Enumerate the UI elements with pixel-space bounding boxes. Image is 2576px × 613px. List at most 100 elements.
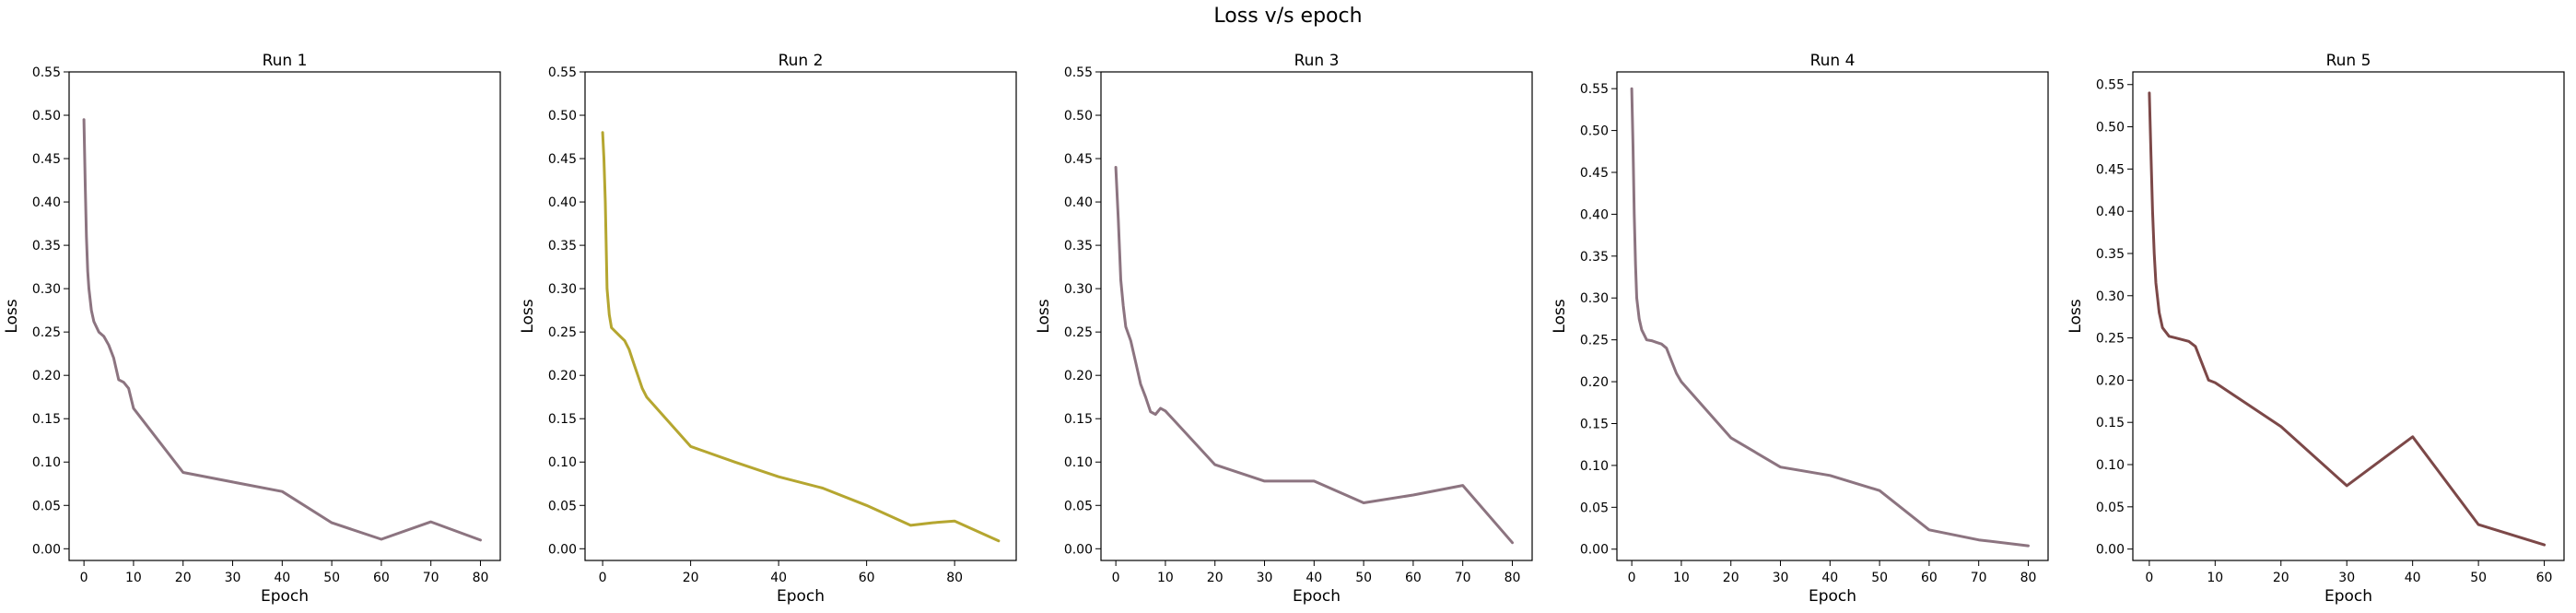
x-tick-label: 80 [946,571,963,585]
x-tick-label: 80 [2020,571,2037,585]
chart-panel-2: Run 2 0 20 40 60 80 0.00 0.05 0.10 0.15 0.20 0.25 0.… [519,52,1017,606]
y-tick-label: 0.00 [2096,543,2125,558]
x-tick-label: 20 [683,571,699,585]
y-tick-label: 0.40 [1580,207,1609,222]
y-tick-label: 0.40 [1064,195,1093,210]
x-tick-label: 60 [373,571,390,585]
plot-frame [2132,71,2565,561]
y-tick-label: 0.40 [32,195,61,210]
y-tick-label: 0.25 [1064,325,1093,340]
x-tick-label: 30 [1773,571,1789,585]
x-tick-label: 40 [1821,571,1838,585]
x-tick-label: 0 [599,571,607,585]
y-tick-label: 0.20 [1064,369,1093,383]
chart-panel-4: Run 4 0 10 20 30 40 50 60 70 80 0.00 0.05 0.10 0.15 0.… [1551,52,2049,606]
y-tick-label: 0.00 [32,542,61,557]
loss-series-line [601,131,1001,543]
x-tick-label: 20 [175,571,192,585]
x-tick-label: 10 [125,571,142,585]
y-axis-label: Loss [1035,299,1053,333]
x-axis-label: Epoch [1809,587,1856,606]
y-tick-label: 0.50 [1064,109,1093,124]
y-tick-label: 0.10 [2096,458,2125,473]
y-tick-label: 0.35 [32,239,61,253]
loss-series-line [1114,166,1514,545]
y-tick-label: 0.00 [1580,543,1609,558]
x-axis-label: Epoch [1293,587,1341,606]
y-tick-label: 0.05 [1580,501,1609,515]
chart-panel-5: Run 5 0 10 20 30 40 50 60 0.00 0.05 0.10 0.15 0.20 0.… [2067,52,2565,606]
plot-frame [68,71,501,561]
x-tick-label: 30 [225,571,241,585]
y-tick-label: 0.50 [548,109,577,124]
x-axis-label: Epoch [777,587,825,606]
y-tick-label: 0.05 [2096,501,2125,515]
y-tick-label: 0.30 [548,282,577,297]
x-tick-label: 10 [1673,571,1690,585]
loss-series-line [1630,87,2030,548]
x-tick-label: 70 [1971,571,1987,585]
y-tick-label: 0.30 [32,282,61,297]
figure-title: Loss v/s epoch [1213,5,1363,28]
y-tick-label: 0.00 [548,542,577,557]
y-tick-label: 0.55 [2096,78,2125,93]
x-tick-label: 80 [473,571,489,585]
y-tick-label: 0.20 [32,369,61,383]
y-tick-label: 0.40 [548,195,577,210]
x-tick-label: 50 [1355,571,1372,585]
y-tick-label: 0.35 [1580,250,1609,265]
x-tick-label: 10 [2207,571,2223,585]
y-tick-label: 0.55 [1580,82,1609,97]
y-tick-label: 0.45 [548,152,577,167]
x-tick-label: 40 [274,571,290,585]
y-tick-label: 0.25 [2096,332,2125,347]
plot-frame [1100,71,1533,561]
x-axis-label: Epoch [2324,587,2372,606]
y-tick-label: 0.45 [1580,166,1609,181]
y-tick-label: 0.55 [1064,65,1093,80]
x-tick-label: 60 [2536,571,2553,585]
y-tick-label: 0.35 [1064,239,1093,253]
x-tick-label: 40 [2405,571,2421,585]
x-tick-label: 20 [1207,571,1224,585]
y-tick-label: 0.20 [1580,375,1609,390]
chart-panel-1: Run 1 0 10 20 30 40 50 60 70 80 0.00 0.05 0.10 0.15 0.… [3,52,501,606]
y-tick-label: 0.25 [548,325,577,340]
x-tick-label: 60 [1405,571,1422,585]
y-tick-label: 0.10 [1580,459,1609,474]
plot-frame [1616,71,2049,561]
x-tick-label: 30 [1257,571,1273,585]
chart-title: Run 4 [1810,52,1856,70]
chart-title: Run 2 [779,52,824,70]
y-tick-label: 0.15 [1064,412,1093,427]
x-tick-label: 50 [323,571,340,585]
y-tick-label: 0.15 [548,412,577,427]
x-tick-label: 30 [2338,571,2355,585]
y-tick-label: 0.40 [2096,205,2125,219]
y-tick-label: 0.30 [1580,291,1609,306]
y-tick-label: 0.00 [1064,542,1093,557]
y-tick-label: 0.45 [32,152,61,167]
y-axis-label: Loss [3,299,21,333]
y-tick-label: 0.45 [2096,162,2125,177]
y-tick-label: 0.25 [32,325,61,340]
plot-frame [584,71,1017,561]
y-tick-label: 0.10 [1064,455,1093,470]
chart-panel-3: Run 3 0 10 20 30 40 50 60 70 80 0.00 0.05 0.10 0.15 0.… [1035,52,1533,606]
x-tick-label: 20 [2273,571,2289,585]
chart-title: Run 3 [1294,52,1340,70]
y-tick-label: 0.05 [32,499,61,513]
x-tick-label: 0 [2145,571,2153,585]
chart-title: Run 5 [2326,52,2371,70]
y-tick-label: 0.20 [2096,373,2125,388]
y-tick-label: 0.10 [548,455,577,470]
y-tick-label: 0.15 [2096,416,2125,430]
x-tick-label: 70 [423,571,439,585]
y-axis-label: Loss [1551,299,1569,333]
loss-series-line [82,118,482,542]
x-axis-label: Epoch [261,587,309,606]
x-tick-label: 10 [1157,571,1174,585]
x-tick-label: 80 [1505,571,1521,585]
y-axis-label: Loss [2067,299,2085,333]
x-tick-label: 0 [1112,571,1120,585]
